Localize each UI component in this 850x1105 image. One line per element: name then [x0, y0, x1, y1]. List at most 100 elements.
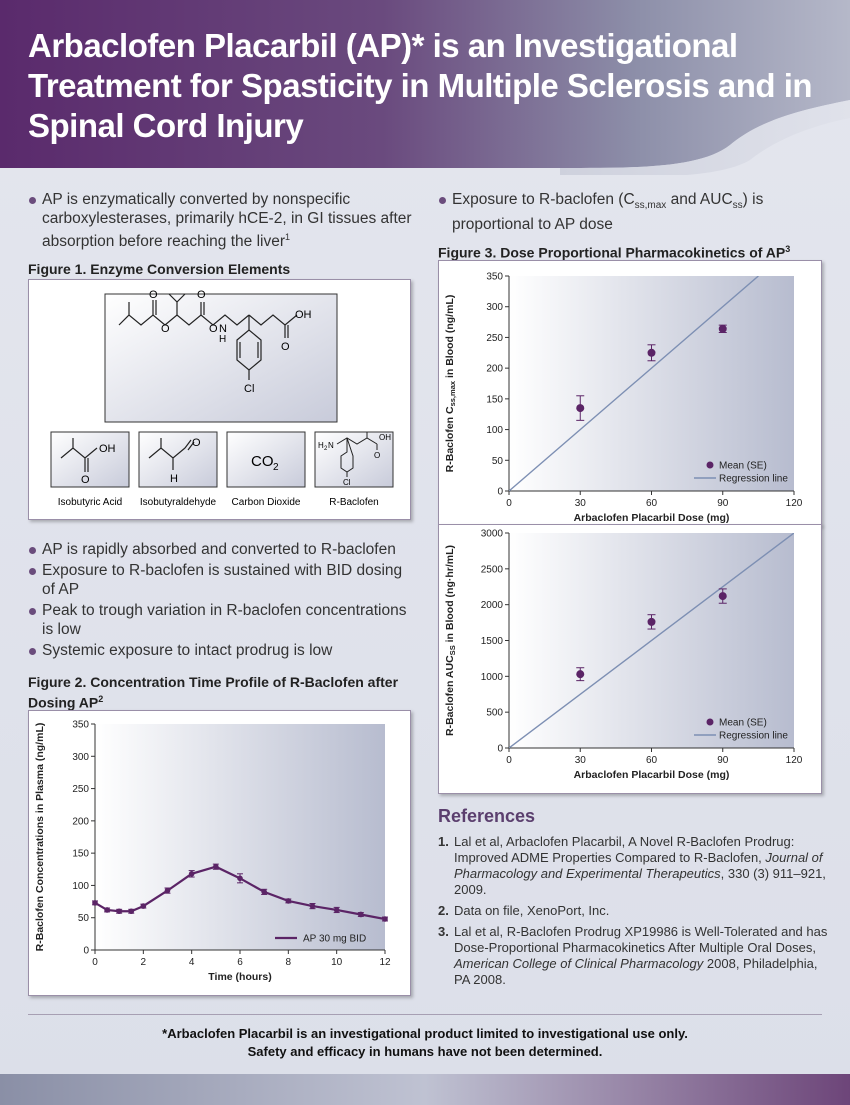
atom-label: O	[81, 474, 90, 486]
regression-line	[509, 276, 759, 491]
references-title: References	[438, 806, 536, 826]
reference-text: Lal et al, Arbaclofen Placarbil, A Novel…	[454, 834, 795, 865]
fig3-title: Figure 3. Dose Proportional Pharmacokine…	[438, 241, 790, 262]
data-point	[104, 907, 110, 913]
x-tick-label: 60	[646, 498, 658, 509]
left-mid-bullets: AP is rapidly absorbed and converted to …	[28, 540, 418, 662]
fig3-title-text: Figure 3. Dose Proportional Pharmacokine…	[438, 244, 786, 261]
bullet-text: Exposure to R-baclofen (C	[452, 191, 635, 208]
bullet-item: Peak to trough variation in R-baclofen c…	[28, 601, 418, 639]
fig3b-chart: 0 500 1000 1500 2000 2500 3000 0 30 60 90 120 Arbacl…	[444, 529, 803, 782]
reference-journal: American College of Clinical Pharmacolog…	[454, 956, 704, 971]
atom-label: Cl	[343, 478, 351, 487]
legend-label: Mean (SE)	[719, 461, 767, 472]
citation-sup: 3	[785, 244, 791, 254]
bottom-bar	[0, 1074, 850, 1105]
subscript: ss	[732, 200, 743, 212]
y-tick-label: 300	[72, 752, 89, 763]
data-point	[576, 670, 585, 679]
fig3a-box: 0 50 100 150 200 250 300 350 0 30 60 90 120 Arbaclofe…	[438, 260, 822, 526]
atom-label: 2	[273, 462, 279, 473]
reference-text: Data on file, XenoPort, Inc.	[454, 903, 610, 918]
y-tick-label: 0	[83, 946, 89, 957]
header-banner: Arbaclofen Placarbil (AP)* is an Investi…	[0, 0, 850, 175]
fig3b-box: 0 500 1000 1500 2000 2500 3000 0 30 60 90 120 Arbacl…	[438, 524, 822, 794]
y-tick-label: 500	[486, 708, 503, 719]
legend-label: Mean (SE)	[719, 718, 767, 729]
fig1-box: O O O O OH H N O Cl OH O Isobutyric Acid…	[28, 279, 411, 520]
x-tick-label: 0	[506, 498, 512, 509]
x-tick-label: 2	[141, 957, 147, 968]
main-molecule-box	[104, 293, 338, 423]
bullet-item: AP is rapidly absorbed and converted to …	[28, 540, 418, 559]
legend-label: AP 30 mg BID	[303, 934, 366, 945]
atom-label: O	[209, 323, 218, 335]
bullet-list-top: AP is enzymatically converted by nonspec…	[28, 190, 418, 251]
data-point	[358, 911, 364, 918]
atom-label: O	[161, 323, 170, 335]
data-point	[188, 871, 195, 877]
reference-number: 1.	[438, 834, 449, 849]
x-tick-label: 120	[786, 498, 803, 509]
x-axis-label: Arbaclofen Placarbil Dose (mg)	[574, 512, 730, 524]
fig2-chart: 0 50 100 150 200 250 300 350 0 2 4 6 8 10 12 Time (hour…	[34, 720, 391, 984]
small-molecule-r-baclofen: H 2 N OH O Cl R-Baclofen	[314, 431, 394, 508]
molecule-name: Isobutyraldehyde	[140, 497, 217, 508]
reference-item: 1. Lal et al, Arbaclofen Placarbil, A Nov…	[438, 834, 833, 898]
y-tick-label: 150	[486, 394, 503, 405]
bullet-item: AP is enzymatically converted by nonspec…	[28, 190, 418, 251]
y-axis-label: R-Baclofen Css,max in Blood (ng/mL)	[444, 295, 457, 473]
main-molecule-bonds	[118, 293, 298, 380]
data-point	[647, 617, 656, 626]
header-shape	[0, 0, 850, 175]
bullet-list-mid: AP is rapidly absorbed and converted to …	[28, 540, 418, 660]
fig2-box: 0 50 100 150 200 250 300 350 0 2 4 6 8 10 12 Time (hour…	[28, 710, 411, 996]
small-molecule-carbon-dioxide: CO 2 Carbon Dioxide	[226, 431, 306, 508]
disclaimer: *Arbaclofen Placarbil is an investigatio…	[0, 1025, 850, 1061]
fig2-title: Figure 2. Concentration Time Profile of …	[28, 674, 398, 712]
reference-number: 2.	[438, 903, 449, 918]
bullet-text: and AUC	[666, 191, 733, 208]
reference-item: 3. Lal et al, R-Baclofen Prodrug XP19986 …	[438, 924, 833, 988]
citation-sup: 2	[98, 694, 104, 704]
data-point	[164, 887, 171, 894]
x-tick-label: 10	[331, 957, 343, 968]
data-point	[382, 916, 388, 922]
reference-text: Lal et al, R-Baclofen Prodrug XP19986 is…	[454, 924, 828, 955]
y-tick-label: 1500	[481, 636, 504, 647]
reference-text: 2008, Philadelphia, PA 2008.	[454, 956, 818, 987]
chemical-structures: O O O O OH H N O Cl OH O Isobutyric Acid…	[50, 289, 394, 508]
legend-label: Regression line	[719, 731, 788, 742]
y-tick-label: 2000	[481, 600, 504, 611]
data-point	[140, 903, 147, 909]
bullet-list-right: Exposure to R-baclofen (Css,max and AUCs…	[438, 190, 833, 234]
atom-label: H	[170, 473, 178, 485]
fig1-title: Figure 1. Enzyme Conversion Elements	[28, 261, 291, 277]
data-point	[213, 863, 219, 870]
atom-label: N	[328, 441, 334, 450]
disclaimer-line: *Arbaclofen Placarbil is an investigatio…	[162, 1026, 688, 1041]
x-tick-label: 0	[92, 957, 98, 968]
page-title: Arbaclofen Placarbil (AP)* is an Investi…	[28, 27, 813, 144]
footer-divider	[28, 1014, 822, 1015]
atom-label: OH	[99, 443, 116, 455]
y-tick-label: 0	[497, 487, 503, 498]
small-molecule-isobutyric-acid: OH O Isobutyric Acid	[50, 431, 130, 508]
data-point	[718, 592, 727, 601]
x-tick-label: 8	[286, 957, 292, 968]
atom-label: H	[219, 334, 226, 345]
x-tick-label: 12	[379, 957, 391, 968]
reference-number: 3.	[438, 924, 449, 939]
atom-label: 2	[324, 446, 328, 452]
molecule-name: Carbon Dioxide	[232, 497, 301, 508]
y-tick-label: 150	[72, 849, 89, 860]
atom-label: H	[318, 441, 324, 450]
data-point	[333, 907, 340, 913]
atom-label: O	[192, 437, 201, 449]
subscript: ss,max	[634, 200, 667, 212]
molecule-name: Isobutyric Acid	[58, 497, 122, 508]
reference-journal: Journal of Pharmacology and Experimental…	[454, 850, 823, 881]
x-tick-label: 6	[237, 957, 243, 968]
bullet-item: Exposure to R-baclofen (Css,max and AUCs…	[438, 190, 833, 234]
atom-label: N	[219, 323, 227, 335]
